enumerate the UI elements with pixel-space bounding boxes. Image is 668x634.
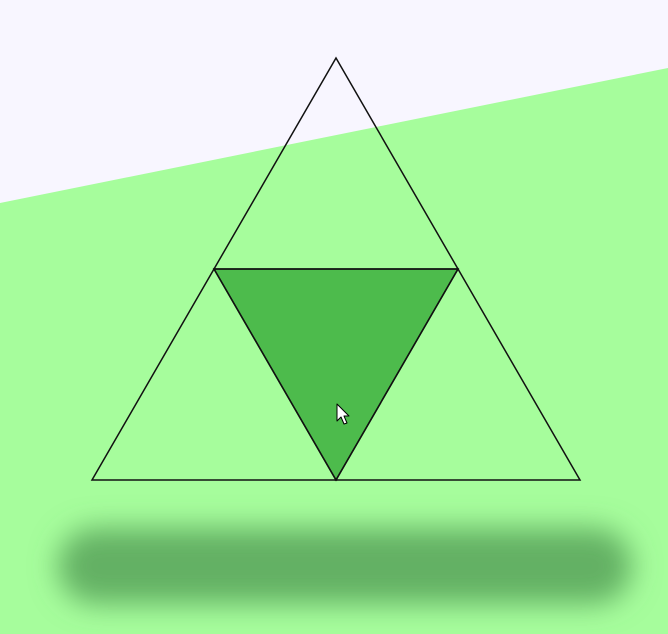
mouse-pointer-icon [336, 403, 350, 425]
top-triangle[interactable] [212, 56, 460, 270]
bottom-right-triangle[interactable] [334, 267, 582, 481]
triangle-figure [90, 56, 582, 482]
drop-shadow [58, 528, 632, 604]
bottom-left-triangle[interactable] [90, 267, 338, 481]
